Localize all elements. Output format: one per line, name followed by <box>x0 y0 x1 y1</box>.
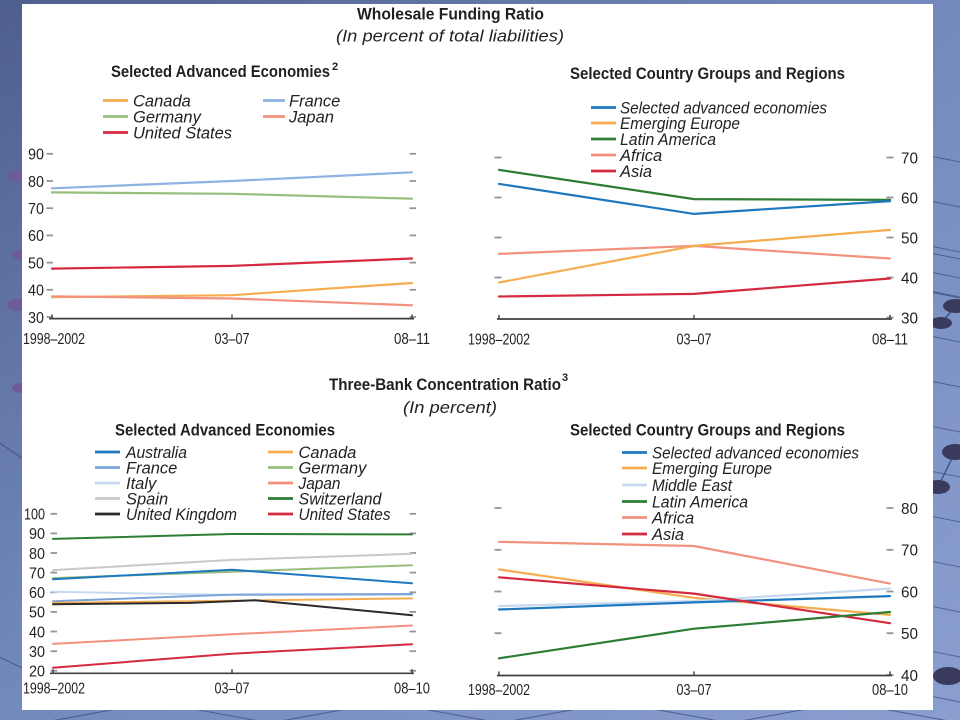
svg-text:40: 40 <box>901 668 918 685</box>
svg-text:03–07: 03–07 <box>215 681 250 698</box>
svg-text:Selected advanced economies: Selected advanced economies <box>652 444 859 462</box>
svg-text:40: 40 <box>901 270 918 287</box>
svg-text:100: 100 <box>24 507 45 524</box>
svg-text:Latin America: Latin America <box>652 493 748 511</box>
svg-text:United States: United States <box>133 124 232 142</box>
svg-text:40: 40 <box>29 624 45 641</box>
svg-text:United Kingdom: United Kingdom <box>126 506 237 524</box>
svg-text:70: 70 <box>901 543 918 560</box>
svg-text:03–07: 03–07 <box>215 331 250 348</box>
svg-text:50: 50 <box>28 255 44 272</box>
svg-text:30: 30 <box>901 310 918 327</box>
svg-text:Africa: Africa <box>619 147 662 165</box>
svg-text:50: 50 <box>901 626 918 643</box>
svg-text:Latin America: Latin America <box>620 131 716 149</box>
svg-text:80: 80 <box>28 174 44 191</box>
svg-text:Selected advanced economies: Selected advanced economies <box>620 99 827 117</box>
svg-text:50: 50 <box>29 605 45 622</box>
svg-text:70: 70 <box>28 201 44 218</box>
svg-text:30: 30 <box>28 310 44 327</box>
svg-text:Spain: Spain <box>126 490 168 508</box>
svg-text:Selected Country Groups and Re: Selected Country Groups and Regions <box>570 421 845 440</box>
svg-text:Emerging Europe: Emerging Europe <box>652 460 772 478</box>
svg-text:Selected Advanced Economies: Selected Advanced Economies <box>115 421 335 440</box>
svg-text:1998–2002: 1998–2002 <box>23 331 85 348</box>
svg-text:70: 70 <box>901 150 918 167</box>
svg-text:50: 50 <box>901 230 918 247</box>
svg-text:1998–2002: 1998–2002 <box>468 682 530 699</box>
svg-text:Switzerland: Switzerland <box>299 490 383 508</box>
svg-text:60: 60 <box>901 190 918 207</box>
svg-text:Canada: Canada <box>133 92 191 110</box>
svg-text:60: 60 <box>28 228 44 245</box>
svg-text:90: 90 <box>28 147 44 164</box>
svg-text:2: 2 <box>332 61 338 73</box>
svg-text:1998–2002: 1998–2002 <box>23 681 85 698</box>
svg-text:08–11: 08–11 <box>394 331 430 348</box>
svg-text:Japan: Japan <box>298 475 341 493</box>
svg-text:03–07: 03–07 <box>677 682 712 699</box>
svg-text:60: 60 <box>29 585 45 602</box>
svg-text:70: 70 <box>29 565 45 582</box>
svg-text:80: 80 <box>901 501 918 518</box>
svg-text:08–10: 08–10 <box>872 682 908 699</box>
svg-text:Emerging Europe: Emerging Europe <box>620 115 740 133</box>
svg-text:80: 80 <box>29 546 45 563</box>
svg-text:Wholesale Funding Ratio: Wholesale Funding Ratio <box>357 5 544 24</box>
svg-text:60: 60 <box>901 584 918 601</box>
svg-text:Three-Bank Concentration Ratio: Three-Bank Concentration Ratio <box>329 375 561 394</box>
svg-text:Canada: Canada <box>299 444 357 462</box>
svg-text:(In percent of total liabiliti: (In percent of total liabilities) <box>336 27 564 46</box>
svg-text:Selected Country Groups and Re: Selected Country Groups and Regions <box>570 64 845 83</box>
svg-text:40: 40 <box>28 283 44 300</box>
svg-text:30: 30 <box>29 644 45 661</box>
svg-text:(In percent): (In percent) <box>403 398 497 417</box>
svg-text:Africa: Africa <box>651 509 694 527</box>
svg-text:France: France <box>289 92 340 110</box>
svg-text:France: France <box>126 459 177 477</box>
svg-text:08–11: 08–11 <box>872 332 908 349</box>
svg-text:Australia: Australia <box>125 444 187 462</box>
svg-text:Germany: Germany <box>133 108 203 126</box>
svg-text:Asia: Asia <box>651 526 684 544</box>
svg-text:1998–2002: 1998–2002 <box>468 332 530 349</box>
svg-text:Selected Advanced Economies: Selected Advanced Economies <box>111 62 330 81</box>
svg-text:3: 3 <box>562 372 568 384</box>
svg-text:03–07: 03–07 <box>677 332 712 349</box>
svg-text:Germany: Germany <box>299 459 369 477</box>
svg-text:Japan: Japan <box>288 108 334 126</box>
svg-text:Asia: Asia <box>619 163 652 181</box>
svg-text:Middle East: Middle East <box>652 477 733 495</box>
svg-text:Italy: Italy <box>126 475 158 493</box>
svg-text:90: 90 <box>29 526 45 543</box>
svg-text:United States: United States <box>299 506 391 524</box>
svg-text:08–10: 08–10 <box>394 681 430 698</box>
svg-text:20: 20 <box>29 664 45 681</box>
